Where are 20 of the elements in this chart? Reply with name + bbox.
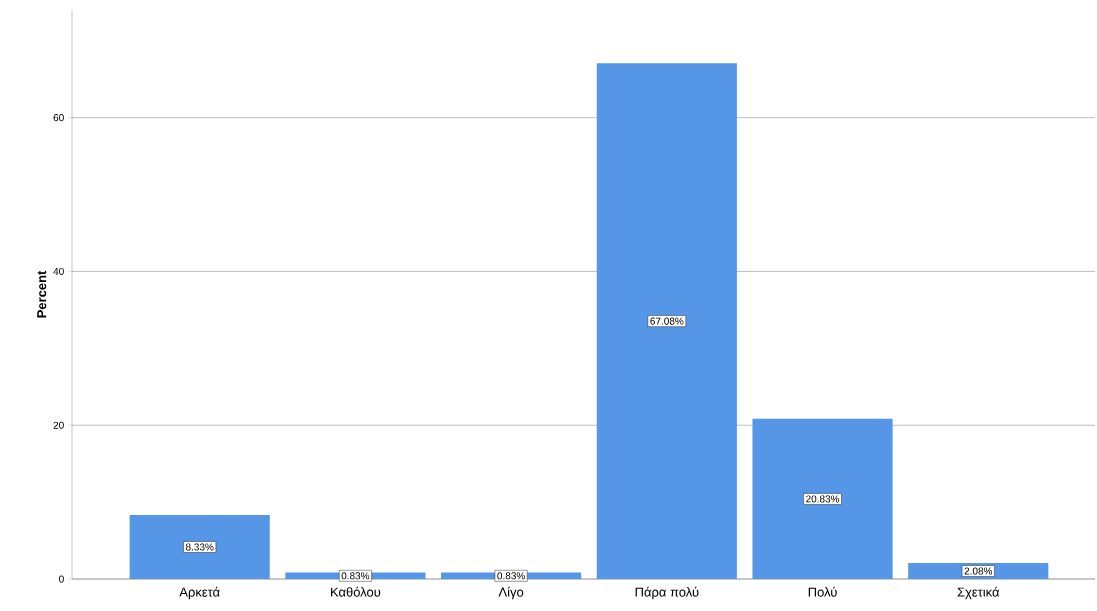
x-tick-label: Πολύ [808, 586, 837, 597]
data-label: 20.83% [806, 495, 840, 503]
data-label: 67.08% [650, 317, 684, 325]
y-tick-label: 20 [53, 421, 64, 429]
x-tick-label: Λίγο [498, 586, 524, 600]
bar [596, 63, 737, 579]
data-label: 0.83% [497, 572, 525, 580]
y-tick-label: 0 [59, 575, 64, 583]
x-tick-label: Αρκετά [179, 586, 220, 600]
data-label: 0.83% [341, 572, 370, 580]
bar [752, 418, 893, 579]
data-label: 2.08% [964, 567, 993, 575]
bar [129, 514, 270, 579]
y-axis-title: Percent [37, 270, 47, 318]
x-tick-label: Πάρα πολύ [635, 586, 699, 600]
y-tick-label: 60 [53, 114, 64, 122]
data-label: 8.33% [185, 543, 214, 551]
x-tick-label: Σχετικά [957, 586, 1000, 600]
y-tick-label: 40 [53, 267, 64, 275]
x-tick-label: Καθόλου [331, 586, 381, 597]
